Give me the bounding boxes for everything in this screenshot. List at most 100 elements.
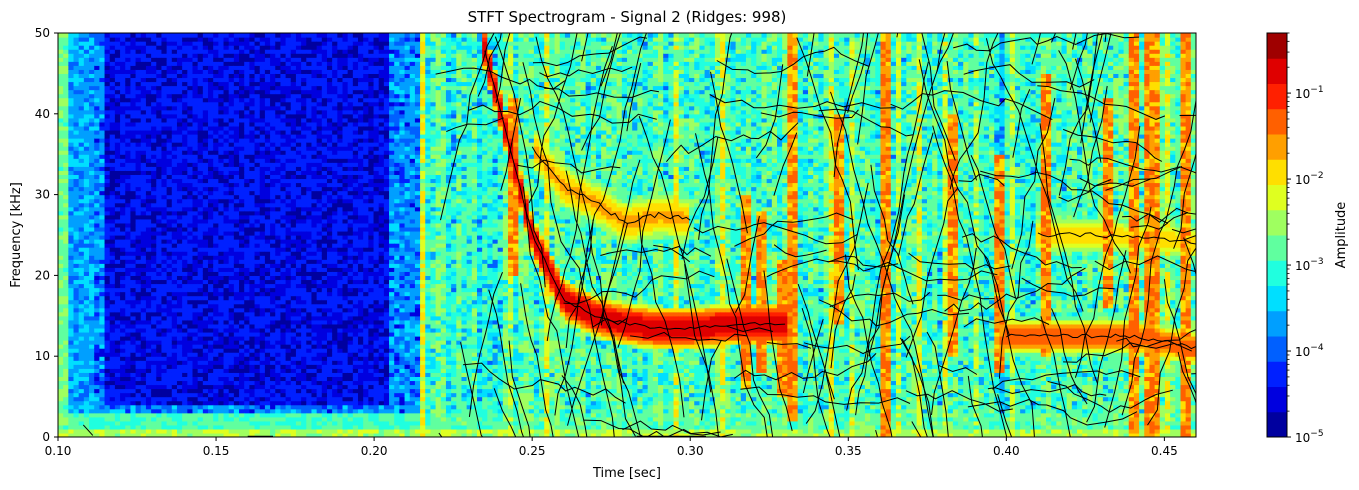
- heatmap-cell: [94, 41, 100, 46]
- heatmap-cell: [161, 429, 167, 434]
- heatmap-cell: [110, 69, 116, 74]
- heatmap-cell: [167, 98, 173, 103]
- heatmap-cell: [115, 328, 121, 333]
- heatmap-cell: [249, 154, 255, 159]
- heatmap-cell: [172, 384, 178, 389]
- heatmap-cell: [177, 368, 183, 373]
- heatmap-cell: [161, 316, 167, 321]
- heatmap-cell: [110, 33, 116, 38]
- heatmap-cell: [260, 207, 266, 212]
- heatmap-cell: [172, 223, 178, 228]
- heatmap-cell: [125, 94, 131, 99]
- heatmap-cell: [224, 324, 230, 329]
- heatmap-cell: [234, 65, 240, 70]
- heatmap-cell: [125, 170, 131, 175]
- heatmap-cell: [213, 118, 219, 123]
- heatmap-cell: [84, 49, 90, 54]
- heatmap-cell: [172, 397, 178, 402]
- heatmap-cell: [187, 267, 193, 272]
- heatmap-cell: [74, 425, 80, 430]
- heatmap-cell: [192, 421, 198, 426]
- heatmap-cell: [84, 45, 90, 50]
- heatmap-cell: [136, 292, 142, 297]
- heatmap-cell: [203, 304, 209, 309]
- heatmap-cell: [249, 110, 255, 115]
- heatmap-cell: [130, 259, 136, 264]
- heatmap-cell: [260, 352, 266, 357]
- heatmap-cell: [229, 429, 235, 434]
- heatmap-cell: [260, 118, 266, 123]
- heatmap-cell: [198, 126, 204, 131]
- heatmap-cell: [224, 94, 230, 99]
- heatmap-cell: [203, 429, 209, 434]
- heatmap-cell: [84, 296, 90, 301]
- heatmap-cell: [177, 73, 183, 78]
- heatmap-cell: [213, 243, 219, 248]
- heatmap-cell: [255, 57, 261, 62]
- heatmap-cell: [218, 195, 224, 200]
- heatmap-cell: [177, 211, 183, 216]
- heatmap-cell: [156, 187, 162, 192]
- heatmap-cell: [58, 61, 64, 66]
- heatmap-cell: [151, 65, 157, 70]
- heatmap-cell: [74, 417, 80, 422]
- heatmap-cell: [208, 417, 214, 422]
- heatmap-cell: [187, 162, 193, 167]
- heatmap-cell: [141, 413, 147, 418]
- heatmap-cell: [172, 102, 178, 107]
- heatmap-cell: [218, 122, 224, 127]
- heatmap-cell: [224, 389, 230, 394]
- heatmap-cell: [120, 413, 126, 418]
- heatmap-cell: [74, 199, 80, 204]
- heatmap-cell: [172, 45, 178, 50]
- heatmap-cell: [208, 267, 214, 272]
- heatmap-cell: [167, 413, 173, 418]
- heatmap-cell: [125, 259, 131, 264]
- heatmap-cell: [161, 166, 167, 171]
- heatmap-cell: [255, 90, 261, 95]
- heatmap-cell: [224, 37, 230, 42]
- heatmap-cell: [115, 106, 121, 111]
- heatmap-cell: [94, 182, 100, 187]
- heatmap-cell: [110, 340, 116, 345]
- heatmap-cell: [255, 320, 261, 325]
- heatmap-cell: [208, 203, 214, 208]
- heatmap-cell: [125, 368, 131, 373]
- heatmap-cell: [99, 348, 105, 353]
- heatmap-cell: [244, 57, 250, 62]
- heatmap-cell: [125, 364, 131, 369]
- heatmap-cell: [177, 187, 183, 192]
- heatmap-cell: [125, 182, 131, 187]
- heatmap-cell: [141, 328, 147, 333]
- heatmap-cell: [151, 332, 157, 337]
- heatmap-cell: [187, 292, 193, 297]
- heatmap-cell: [229, 389, 235, 394]
- heatmap-cell: [79, 195, 85, 200]
- heatmap-cell: [203, 401, 209, 406]
- heatmap-cell: [255, 41, 261, 46]
- heatmap-cell: [110, 304, 116, 309]
- heatmap-cell: [172, 356, 178, 361]
- heatmap-cell: [151, 182, 157, 187]
- heatmap-cell: [249, 247, 255, 252]
- heatmap-cell: [151, 90, 157, 95]
- heatmap-cell: [120, 340, 126, 345]
- heatmap-cell: [125, 251, 131, 256]
- heatmap-cell: [99, 380, 105, 385]
- heatmap-cell: [63, 429, 69, 434]
- heatmap-cell: [130, 425, 136, 430]
- heatmap-cell: [110, 158, 116, 163]
- heatmap-cell: [177, 263, 183, 268]
- heatmap-cell: [198, 267, 204, 272]
- chart-title: STFT Spectrogram - Signal 2 (Ridges: 998…: [468, 8, 787, 26]
- heatmap-cell: [255, 150, 261, 155]
- heatmap-cell: [255, 316, 261, 321]
- heatmap-cell: [192, 360, 198, 365]
- heatmap-cell: [89, 413, 95, 418]
- heatmap-cell: [224, 77, 230, 82]
- heatmap-cell: [146, 182, 152, 187]
- heatmap-cell: [58, 384, 64, 389]
- heatmap-cell: [203, 324, 209, 329]
- heatmap-cell: [146, 195, 152, 200]
- heatmap-cell: [146, 69, 152, 74]
